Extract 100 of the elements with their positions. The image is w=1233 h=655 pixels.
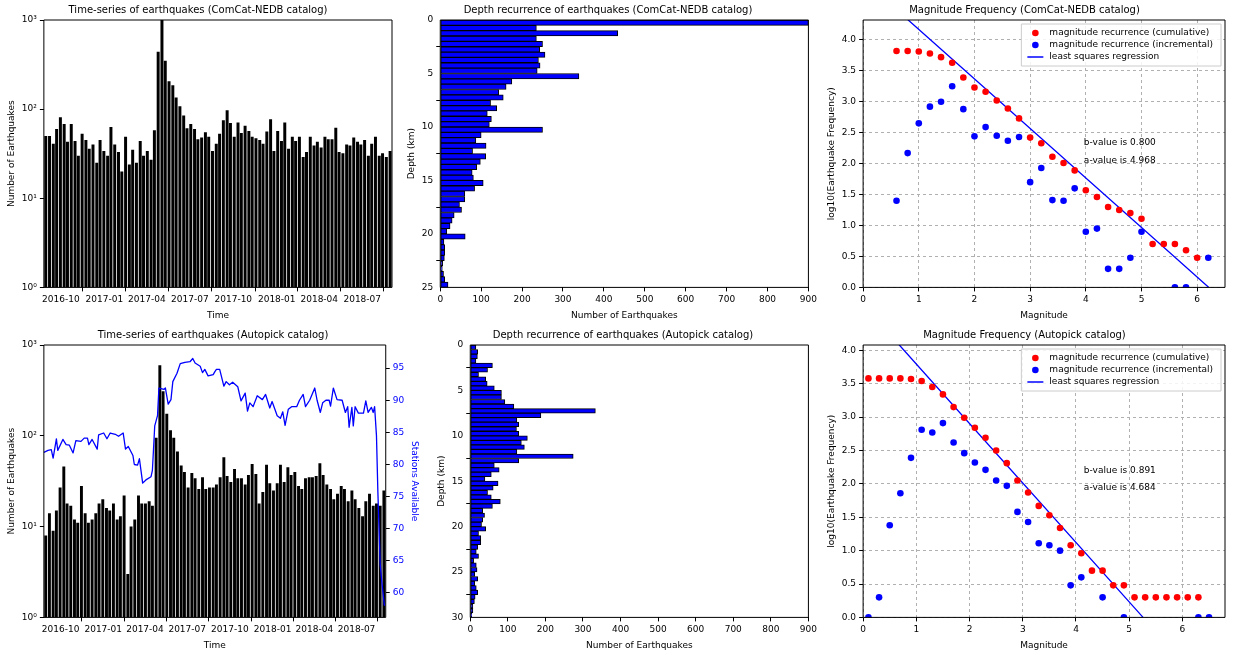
y-tick-label: 10⁰ bbox=[21, 611, 38, 622]
legend-label: magnitude recurrence (cumulative) bbox=[1049, 27, 1210, 38]
x-tick-label: 300 bbox=[574, 624, 592, 635]
point bbox=[1056, 524, 1064, 532]
point bbox=[948, 82, 956, 90]
y-tick-label: 4.0 bbox=[841, 344, 857, 355]
point bbox=[1141, 594, 1149, 601]
x-axis-title: Time bbox=[205, 309, 230, 320]
y2-tick-label: 85 bbox=[392, 426, 405, 437]
point bbox=[1024, 489, 1032, 496]
y-tick-label: 4.0 bbox=[841, 34, 857, 45]
point bbox=[1056, 547, 1064, 554]
point bbox=[937, 53, 945, 61]
x-tick-label: 0 bbox=[467, 624, 474, 635]
x-tick-label: 3 bbox=[1027, 294, 1033, 305]
x-tick-label: 6 bbox=[1194, 294, 1201, 305]
point bbox=[875, 594, 883, 601]
annotation: b-value is 0.891 bbox=[1083, 464, 1156, 475]
x-tick-label: 1 bbox=[915, 294, 922, 305]
point bbox=[893, 197, 900, 205]
y-tick-label: 0.0 bbox=[841, 281, 857, 292]
point bbox=[1182, 246, 1190, 254]
x-tick-label: 2017-04 bbox=[126, 624, 165, 635]
x-axis-title: Magnitude bbox=[1020, 309, 1069, 320]
x-tick-label: 2 bbox=[971, 294, 978, 305]
y-tick-label: 0.5 bbox=[841, 578, 857, 589]
y-tick-label: 25 bbox=[451, 566, 464, 577]
x-tick-label: 500 bbox=[649, 624, 667, 635]
point bbox=[937, 98, 945, 106]
y-axis-title: Number of Earthquakes bbox=[5, 100, 16, 208]
x-tick-label: 2017-07 bbox=[171, 294, 209, 305]
point bbox=[1024, 518, 1032, 526]
x-tick-label: 2018-04 bbox=[295, 624, 334, 635]
y-tick-label: 1.5 bbox=[841, 188, 857, 199]
point bbox=[971, 133, 978, 140]
x-tick-label: 200 bbox=[536, 624, 555, 635]
y-tick-label: 10¹ bbox=[21, 192, 38, 203]
point bbox=[1015, 115, 1023, 122]
point bbox=[893, 47, 900, 55]
point bbox=[1205, 254, 1212, 261]
point bbox=[915, 48, 923, 55]
x-tick-label: 100 bbox=[472, 294, 491, 305]
point bbox=[886, 521, 894, 529]
x-tick-label: 400 bbox=[611, 624, 630, 635]
x-axis-title: Time bbox=[202, 639, 227, 650]
chart-title: Depth recurrence of earthquakes (Autopick catalog) bbox=[492, 328, 754, 340]
y-tick-label: 1.0 bbox=[841, 544, 857, 555]
y2-axis-title: Stations Available bbox=[410, 441, 421, 522]
point bbox=[1088, 567, 1096, 574]
y-tick-label: 2.5 bbox=[841, 127, 857, 137]
point bbox=[1026, 134, 1034, 141]
point bbox=[1014, 508, 1021, 516]
point bbox=[1184, 594, 1192, 601]
y-tick-label: 3.5 bbox=[841, 65, 857, 76]
point bbox=[1060, 159, 1067, 167]
point bbox=[1067, 541, 1074, 549]
y-tick-label: 10 bbox=[451, 430, 464, 441]
point bbox=[1015, 133, 1023, 141]
point bbox=[1109, 582, 1117, 589]
point bbox=[939, 391, 947, 398]
x-tick-label: 2018-04 bbox=[300, 294, 339, 305]
x-tick-label: 6 bbox=[1179, 624, 1186, 635]
y-tick-label: 2.5 bbox=[841, 444, 857, 455]
y-tick-label: 0.5 bbox=[841, 250, 857, 261]
point bbox=[1035, 502, 1043, 510]
point bbox=[1046, 541, 1053, 549]
point bbox=[1099, 567, 1106, 574]
point bbox=[897, 375, 904, 382]
x-tick-label: 700 bbox=[724, 624, 743, 635]
point bbox=[1035, 539, 1043, 547]
x-tick-label: 0 bbox=[860, 624, 867, 635]
point bbox=[886, 375, 894, 382]
x-axis-title: Number of Earthquakes bbox=[570, 309, 679, 320]
point bbox=[982, 123, 989, 131]
point bbox=[1067, 582, 1074, 589]
point bbox=[929, 383, 936, 391]
point bbox=[1104, 203, 1112, 211]
point bbox=[1138, 215, 1145, 222]
x-tick-label: 2018-01 bbox=[253, 624, 292, 635]
legend-label: least squares regression bbox=[1049, 376, 1160, 387]
y-tick-label: 5 bbox=[427, 67, 434, 78]
point bbox=[915, 120, 923, 127]
point bbox=[907, 454, 915, 462]
point bbox=[1093, 193, 1101, 201]
point bbox=[904, 149, 911, 157]
chart-title: Magnitude Frequency (Autopick catalog) bbox=[923, 328, 1126, 340]
y-tick-label: 10² bbox=[21, 103, 38, 114]
point bbox=[971, 424, 979, 432]
x-tick-label: 2 bbox=[966, 624, 973, 635]
chart-title: Time-series of earthquakes (ComCat-NEDB catalog) bbox=[67, 3, 328, 15]
x-tick-label: 2017-07 bbox=[168, 624, 207, 635]
point bbox=[960, 414, 968, 422]
y-tick-label: 15 bbox=[421, 174, 434, 185]
point bbox=[1104, 265, 1112, 273]
y-tick-label: 20 bbox=[451, 520, 464, 531]
x-tick-label: 2016-10 bbox=[42, 294, 80, 305]
point bbox=[950, 403, 957, 411]
point bbox=[1149, 240, 1156, 248]
y2-tick-label: 60 bbox=[392, 587, 405, 598]
y-axis-title: log10(Earthquake Frequency) bbox=[825, 414, 836, 548]
